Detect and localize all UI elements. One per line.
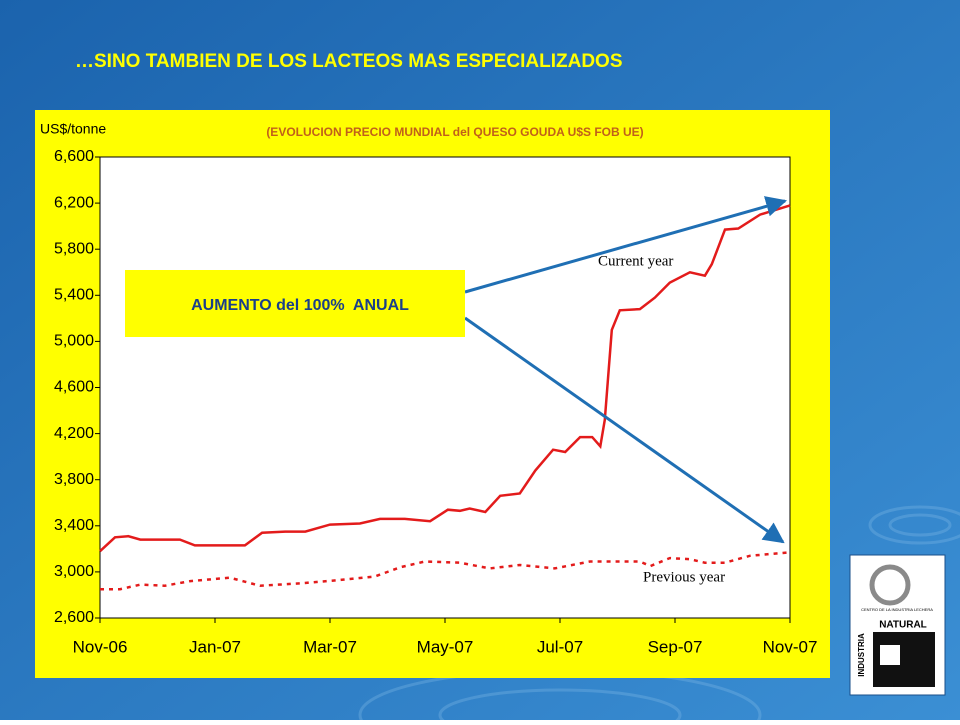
slide-title: …SINO TAMBIEN DE LOS LACTEOS MAS ESPECIA… — [75, 51, 623, 72]
y-tick-label: 4,600 — [54, 379, 94, 396]
y-tick-label: 3,000 — [54, 563, 94, 580]
x-tick-label: Jul-07 — [537, 637, 583, 656]
x-tick-label: May-07 — [417, 637, 474, 656]
annotation-box — [125, 270, 465, 337]
logo-side: INDUSTRIA — [857, 633, 866, 677]
logo-cow-patch — [880, 645, 900, 665]
x-tick-label: Nov-07 — [763, 637, 818, 656]
y-tick-label: 2,600 — [54, 609, 94, 626]
arrow — [464, 316, 785, 544]
x-tick-label: Nov-06 — [73, 637, 128, 656]
logo-top-text: CENTRO DE LA INDUSTRIA LECHERA — [861, 607, 933, 612]
y-tick-label: 5,000 — [54, 333, 94, 350]
y-axis-label: US$/tonne — [40, 121, 106, 137]
logo-word: NATURAL — [879, 620, 927, 631]
series-line — [99, 204, 791, 553]
x-tick-label: Mar-07 — [303, 637, 357, 656]
y-tick-label: 6,600 — [54, 148, 94, 165]
y-tick-label: 5,400 — [54, 287, 94, 304]
y-tick-label: 3,800 — [54, 471, 94, 488]
x-tick-label: Jan-07 — [189, 637, 241, 656]
y-tick-label: 3,400 — [54, 517, 94, 534]
chart-title: (EVOLUCION PRECIO MUNDIAL del QUESO GOUD… — [266, 125, 643, 139]
y-tick-label: 6,200 — [54, 194, 94, 211]
series-line — [100, 551, 791, 591]
plot-area — [99, 156, 791, 619]
y-tick-label: 4,200 — [54, 425, 94, 442]
arrow — [464, 196, 788, 294]
logo: CENTRO DE LA INDUSTRIA LECHERA NATURAL I… — [849, 554, 946, 696]
series-label: Current year — [598, 253, 673, 269]
y-tick-label: 5,800 — [54, 240, 94, 257]
logo-ring — [869, 564, 911, 606]
x-tick-label: Sep-07 — [648, 637, 703, 656]
annotation-text: AUMENTO del 100% ANUAL — [191, 297, 409, 314]
series-label: Previous year — [643, 569, 725, 585]
